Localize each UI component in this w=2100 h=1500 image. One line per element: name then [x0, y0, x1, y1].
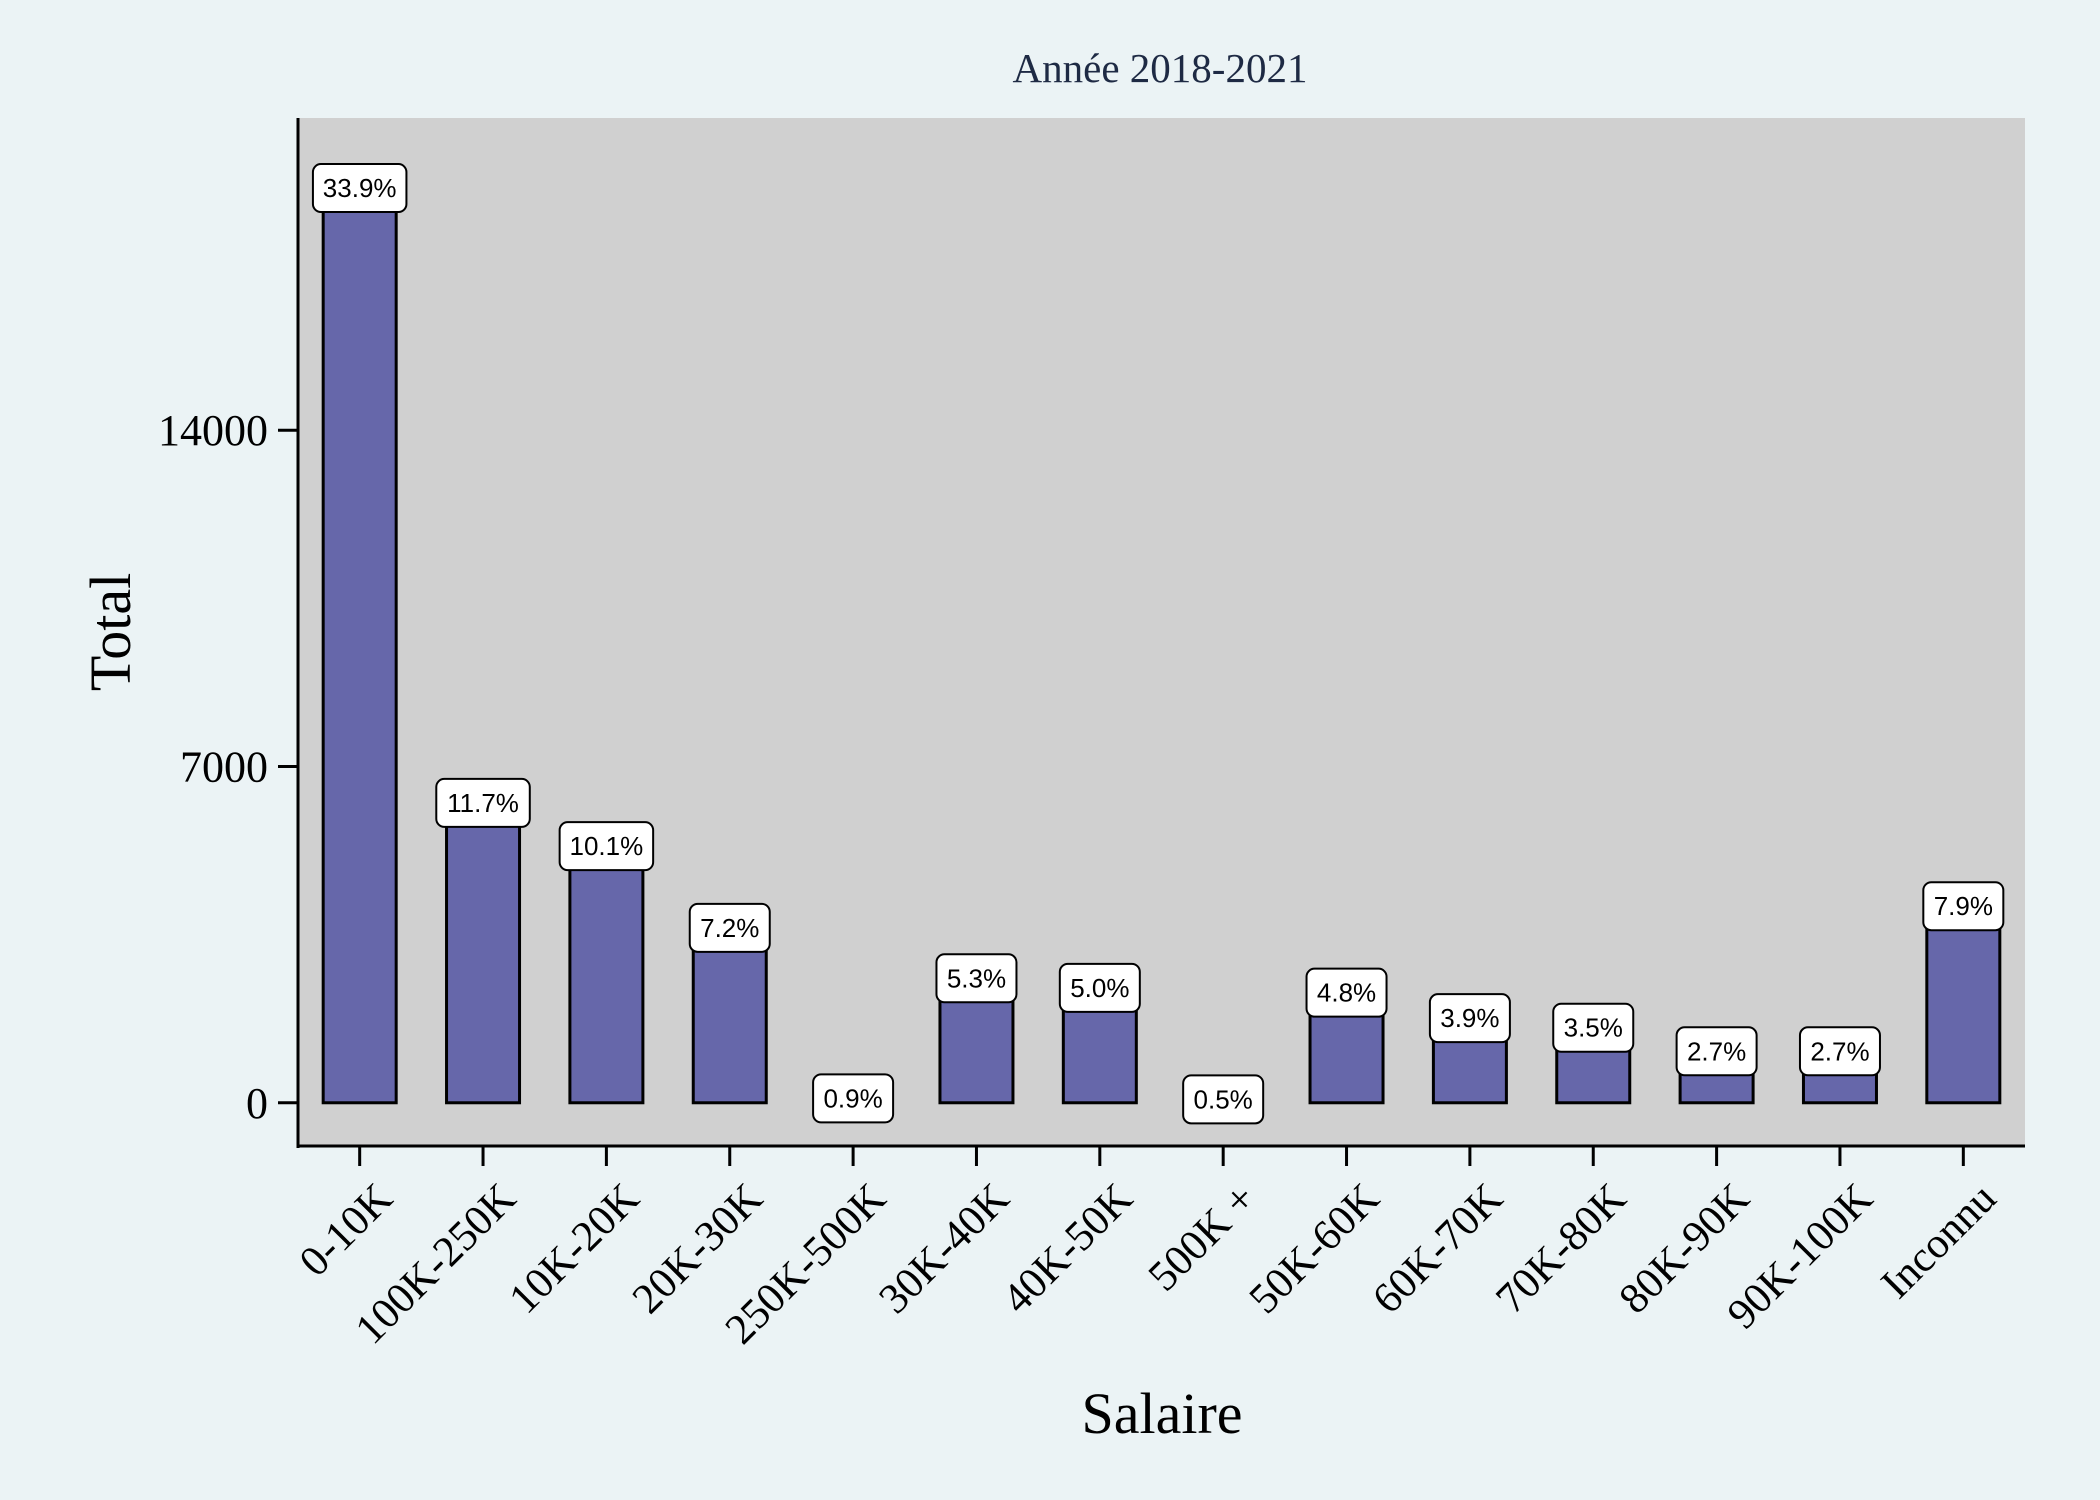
- bar-0-10K: [321, 188, 398, 1105]
- data-label-box: [1675, 1026, 1758, 1077]
- data-label-text: 10.1%: [570, 831, 644, 861]
- x-tick-label-50K-60K: 50K-60K: [1240, 1175, 1388, 1323]
- data-label-box: [935, 953, 1018, 1004]
- plot-area: [298, 118, 2025, 1146]
- bar-100K-250K: [445, 803, 522, 1105]
- y-tick-label-7000: 7000: [180, 743, 268, 792]
- data-label-500K +: 0.5%: [1182, 1074, 1265, 1125]
- data-labels-layer: 33.9% 11.7% 10.1% 7.2% 0.9% 5.3% 5.0% 0.5% 4.8% 3…: [311, 163, 2005, 1125]
- x-tick-label-0-10K: 0-10K: [291, 1175, 402, 1286]
- y-axis-title: Total: [78, 573, 143, 691]
- data-label-box: [1922, 881, 2005, 932]
- data-label-text: 5.3%: [947, 963, 1006, 993]
- data-label-90K-100K: 2.7%: [1798, 1026, 1881, 1077]
- data-label-50K-60K: 4.8%: [1305, 967, 1388, 1018]
- data-label-text: 3.9%: [1440, 1003, 1499, 1033]
- x-tick-label-500K +: 500K +: [1140, 1175, 1266, 1301]
- data-label-text: 0.9%: [823, 1083, 882, 1113]
- data-label-Inconnu: 7.9%: [1922, 881, 2005, 932]
- data-label-20K-30K: 7.2%: [688, 902, 771, 953]
- data-label-box: [1428, 993, 1511, 1044]
- bar-Inconnu: [1925, 906, 2002, 1105]
- x-tick-label-30K-40K: 30K-40K: [870, 1175, 1018, 1323]
- data-label-60K-70K: 3.9%: [1428, 993, 1511, 1044]
- data-label-0-10K: 33.9%: [311, 163, 408, 214]
- y-tick-label-0: 0: [246, 1079, 268, 1128]
- data-label-text: 2.7%: [1810, 1036, 1869, 1066]
- data-label-text: 7.2%: [700, 913, 759, 943]
- x-ticks-layer: 0-10K100K-250K10K-20K20K-30K250K-500K30K…: [291, 1146, 2005, 1353]
- data-label-box: [1305, 967, 1388, 1018]
- data-label-80K-90K: 2.7%: [1675, 1026, 1758, 1077]
- data-label-box: [558, 821, 655, 872]
- data-label-text: 7.9%: [1934, 891, 1993, 921]
- x-axis-title: Salaire: [1081, 1381, 1242, 1446]
- data-label-100K-250K: 11.7%: [435, 777, 531, 828]
- data-label-text: 11.7%: [447, 788, 519, 818]
- data-label-box: [688, 902, 771, 953]
- data-label-text: 4.8%: [1317, 978, 1376, 1008]
- y-ticks-layer: 0 7000 14000: [158, 406, 298, 1128]
- data-label-70K-80K: 3.5%: [1552, 1002, 1635, 1053]
- data-label-40K-50K: 5.0%: [1058, 962, 1141, 1013]
- data-label-10K-20K: 10.1%: [558, 821, 655, 872]
- data-label-box: [1552, 1002, 1635, 1053]
- data-label-box: [1182, 1074, 1265, 1125]
- data-label-text: 0.5%: [1194, 1084, 1253, 1114]
- x-tick-label-10K-20K: 10K-20K: [500, 1175, 648, 1323]
- y-tick-label-14000: 14000: [158, 406, 268, 455]
- data-label-box: [1798, 1026, 1881, 1077]
- data-label-30K-40K: 5.3%: [935, 953, 1018, 1004]
- data-label-box: [311, 163, 408, 214]
- data-label-text: 3.5%: [1564, 1013, 1623, 1043]
- data-label-text: 33.9%: [323, 173, 397, 203]
- bar-20K-30K: [691, 928, 768, 1105]
- x-tick-label-40K-50K: 40K-50K: [994, 1175, 1142, 1323]
- x-tick-label-60K-70K: 60K-70K: [1364, 1175, 1512, 1323]
- x-tick-label-70K-80K: 70K-80K: [1487, 1175, 1635, 1323]
- bar-10K-20K: [568, 846, 645, 1105]
- data-label-box: [812, 1073, 895, 1124]
- x-tick-label-Inconnu: Inconnu: [1872, 1175, 2005, 1308]
- data-label-box: [435, 777, 531, 828]
- chart-title: Année 2018-2021: [1013, 45, 1308, 91]
- data-label-box: [1058, 962, 1141, 1013]
- data-label-text: 5.0%: [1070, 973, 1129, 1003]
- data-label-text: 2.7%: [1687, 1036, 1746, 1066]
- data-label-250K-500K: 0.9%: [812, 1073, 895, 1124]
